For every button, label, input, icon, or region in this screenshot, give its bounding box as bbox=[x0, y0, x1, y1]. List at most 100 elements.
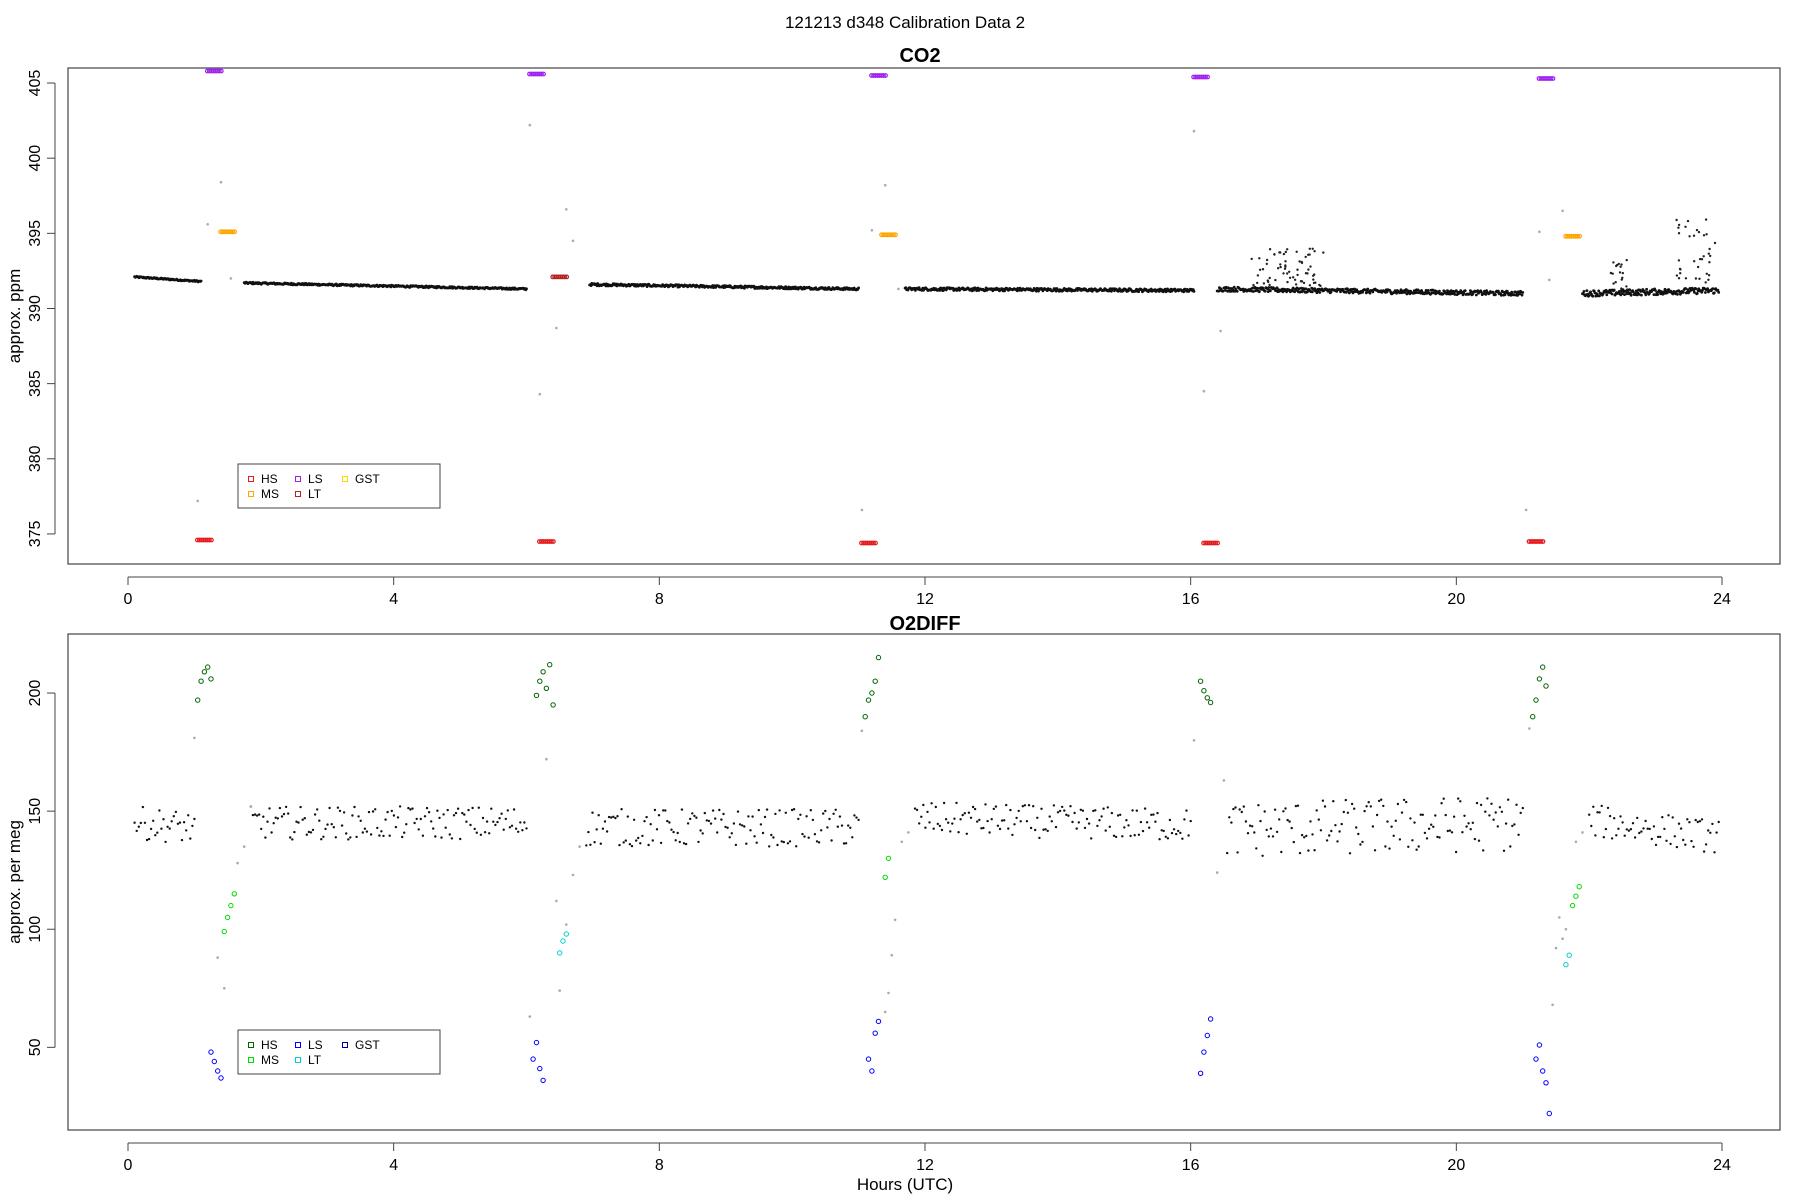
o2diff-ambient-point bbox=[1496, 825, 1500, 828]
o2diff-ambient-point bbox=[1044, 828, 1047, 831]
o2diff-ambient-point bbox=[855, 816, 858, 819]
o2diff-ambient-point bbox=[1232, 807, 1235, 811]
o2diff-ambient-point bbox=[353, 805, 356, 809]
co2-ambient-point bbox=[1682, 291, 1685, 294]
o2diff-ambient-point bbox=[1623, 834, 1626, 837]
co2-ambient-point bbox=[1352, 290, 1356, 294]
co2-legend-label-ls: LS bbox=[308, 472, 323, 486]
o2diff-ambient-point bbox=[278, 806, 282, 810]
o2diff-ambient-point bbox=[1251, 825, 1254, 828]
o2diff-ambient-point bbox=[1390, 825, 1393, 828]
co2-ambient-point bbox=[1468, 292, 1471, 296]
o2diff-ambient-point bbox=[847, 824, 850, 827]
o2diff-ambient-point bbox=[786, 842, 790, 845]
o2diff-transition-point bbox=[1528, 727, 1531, 730]
o2diff-ambient-point bbox=[957, 831, 960, 834]
o2diff-ambient-point bbox=[158, 809, 161, 812]
co2-transition-point bbox=[1192, 129, 1196, 133]
co2-ambient-point bbox=[1623, 293, 1626, 296]
o2diff-ambient-point bbox=[276, 817, 279, 820]
o2diff-ambient-point bbox=[813, 833, 817, 836]
o2diff-ambient-point bbox=[1361, 840, 1364, 844]
o2diff-ambient-point bbox=[1452, 815, 1456, 818]
co2-ambient-point bbox=[1619, 291, 1623, 295]
o2diff-ambient-point bbox=[959, 818, 962, 821]
o2diff-ambient-point bbox=[645, 815, 648, 819]
o2diff-ambient-point bbox=[1667, 814, 1670, 817]
co2-calibration-point-hs bbox=[1213, 540, 1218, 546]
co2-x-tick-label: 24 bbox=[1713, 591, 1731, 608]
co2-y-axis: 375 380 385 390 395 400 405 bbox=[27, 70, 56, 547]
co2-ambient-point bbox=[1698, 277, 1701, 280]
o2diff-calibration-point-lt bbox=[1566, 952, 1572, 958]
o2diff-transition-point bbox=[571, 873, 575, 877]
o2diff-ambient-point bbox=[984, 803, 987, 806]
o2diff-ambient-point bbox=[838, 815, 842, 818]
co2-ambient-point bbox=[1612, 288, 1616, 292]
o2diff-ambient-point bbox=[1305, 834, 1308, 838]
co2-transition-point bbox=[571, 239, 575, 243]
o2diff-ambient-point bbox=[1336, 840, 1339, 843]
o2diff-ambient-point bbox=[463, 813, 466, 816]
o2diff-ambient-point bbox=[398, 805, 402, 808]
co2-ambient-point bbox=[1312, 278, 1315, 281]
o2diff-ambient-point bbox=[1152, 813, 1155, 816]
o2diff-ambient-point bbox=[757, 808, 760, 812]
co2-ambient-point bbox=[1694, 277, 1698, 280]
o2diff-ambient-point bbox=[498, 817, 501, 820]
o2diff-ambient-point bbox=[649, 823, 652, 826]
o2diff-ambient-point bbox=[953, 817, 956, 820]
o2diff-calibration-point-ls bbox=[869, 1068, 875, 1074]
o2diff-ambient-point bbox=[479, 833, 483, 836]
o2diff-ambient-point bbox=[1177, 829, 1180, 833]
o2diff-transition-point bbox=[242, 845, 246, 848]
o2diff-calibration-point-ms bbox=[885, 855, 892, 862]
o2diff-calibration-point-lt bbox=[1563, 962, 1569, 968]
o2diff-ambient-point bbox=[1032, 805, 1035, 808]
co2-ambient-point bbox=[1692, 234, 1696, 237]
co2-legend-label-gst: GST bbox=[355, 472, 380, 486]
o2diff-ambient-point bbox=[1054, 825, 1058, 829]
o2diff-ambient-point bbox=[747, 815, 750, 818]
o2diff-calibration-point-ms bbox=[1573, 893, 1579, 899]
o2diff-ambient-point bbox=[147, 837, 151, 841]
o2diff-ambient-point bbox=[637, 836, 640, 840]
o2diff-ambient-point bbox=[1087, 822, 1091, 825]
o2diff-ambient-point bbox=[1083, 826, 1087, 830]
o2diff-ambient-point bbox=[749, 829, 752, 832]
o2diff-ambient-point bbox=[1108, 825, 1112, 828]
o2diff-ambient-point bbox=[1640, 830, 1643, 833]
o2diff-ambient-point bbox=[326, 823, 329, 826]
o2diff-ambient-point bbox=[936, 822, 939, 826]
o2diff-calibration-point-ls bbox=[865, 1056, 872, 1062]
o2diff-ambient-point bbox=[772, 836, 775, 839]
co2-ambient-point bbox=[1635, 293, 1639, 297]
o2diff-ambient-point bbox=[1003, 819, 1006, 822]
co2-ambient-point bbox=[1263, 289, 1267, 293]
co2-ambient-point bbox=[1717, 291, 1721, 294]
o2diff-ambient-point bbox=[1717, 820, 1720, 824]
co2-ambient-point bbox=[1279, 263, 1282, 266]
o2diff-legend-marker-ms bbox=[248, 1057, 254, 1063]
co2-ambient-point bbox=[1698, 257, 1702, 261]
o2diff-ambient-point bbox=[1332, 800, 1335, 803]
o2diff-ambient-point bbox=[641, 834, 644, 838]
o2diff-ambient-point bbox=[599, 842, 602, 845]
o2diff-ambient-point bbox=[1405, 800, 1408, 804]
co2-title: CO2 bbox=[899, 45, 940, 67]
o2diff-ambient-point bbox=[1648, 827, 1651, 831]
o2diff-ambient-point bbox=[1694, 818, 1697, 822]
o2diff-ambient-point bbox=[1602, 836, 1606, 839]
o2diff-ambient-point bbox=[392, 814, 396, 817]
o2diff-ambient-point bbox=[1034, 828, 1037, 832]
o2diff-ambient-point bbox=[421, 834, 425, 837]
o2diff-calibration-point-hs bbox=[1530, 714, 1536, 720]
o2diff-ambient-point bbox=[1112, 834, 1116, 837]
co2-ambient-point bbox=[1652, 293, 1656, 296]
o2diff-ambient-point bbox=[651, 839, 654, 842]
o2diff-ambient-point bbox=[258, 813, 261, 816]
o2diff-ambient-point bbox=[1092, 809, 1095, 813]
o2diff-ambient-point bbox=[930, 802, 933, 805]
o2diff-ambient-point bbox=[1286, 818, 1289, 822]
o2diff-ambient-point bbox=[811, 818, 815, 822]
